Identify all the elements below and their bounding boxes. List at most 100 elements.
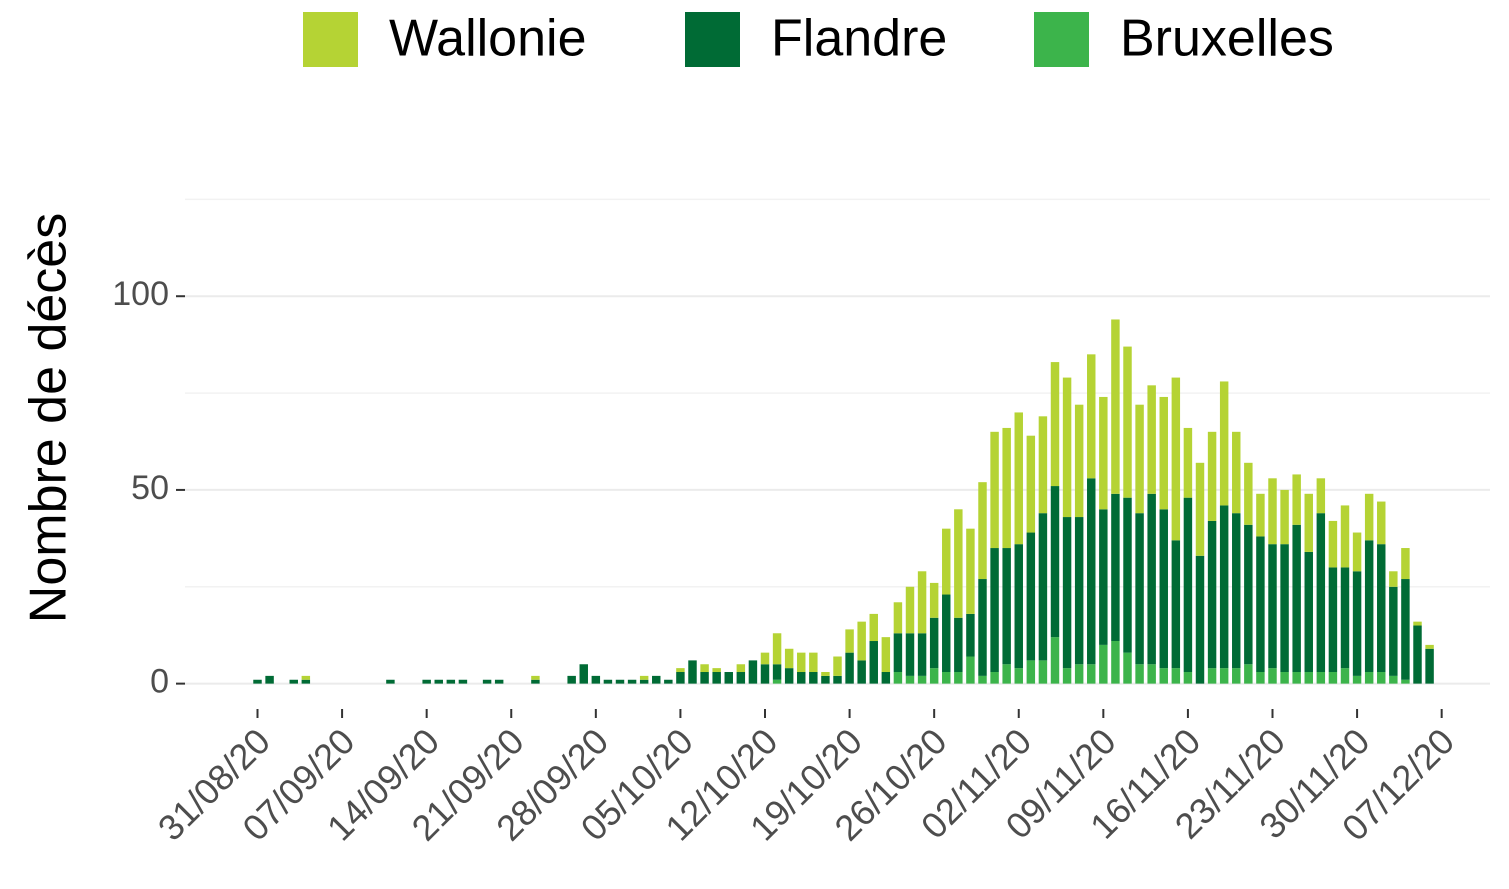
bar-segment [1268, 544, 1277, 669]
bar-segment [1183, 672, 1193, 684]
bar-segment [1050, 362, 1060, 487]
bar-segment [1256, 493, 1265, 537]
bar-segment [1014, 544, 1023, 669]
bar-segment [929, 582, 939, 618]
bar-segment [1123, 652, 1132, 684]
bar-segment [748, 660, 758, 684]
bar-segment [676, 672, 685, 684]
bar-segment [978, 579, 987, 676]
bar-segment [893, 602, 903, 634]
bar-segment [1099, 509, 1108, 645]
bar-segment [1207, 431, 1217, 521]
bar-segment [1111, 319, 1120, 494]
bar-segment [1038, 513, 1048, 661]
bar-segment [700, 664, 709, 673]
bar-segment [615, 679, 625, 684]
bar-segment [1352, 675, 1362, 684]
bar-segment [627, 679, 637, 684]
bar-segment [1244, 524, 1253, 665]
bar-segment [833, 675, 842, 684]
bar-segment [446, 679, 456, 684]
bar-segment [1050, 486, 1060, 638]
bar-segment [917, 675, 927, 684]
bar-segment [1401, 548, 1410, 580]
bar-segment [1062, 377, 1072, 518]
bar-segment [1135, 664, 1144, 684]
bar-segment [1340, 505, 1350, 568]
bar-segment [422, 679, 431, 684]
bar-segment [1219, 381, 1229, 506]
bar-segment [760, 664, 770, 684]
bar-segment [1413, 625, 1422, 684]
bar-segment [772, 679, 782, 684]
bar-segment [1135, 404, 1144, 514]
bar-segment [893, 672, 903, 684]
bar-segment [1389, 675, 1398, 684]
bar-segment [1171, 668, 1181, 684]
bar-segment [434, 679, 443, 684]
bar-segment [1111, 641, 1120, 684]
bar-segment [1026, 532, 1036, 661]
bar-segment [1147, 664, 1156, 684]
bar-segment [905, 586, 915, 634]
bar-segment [301, 675, 311, 680]
bar-segment [1099, 644, 1108, 684]
legend-swatch [303, 12, 358, 67]
bar-segment [1244, 462, 1253, 525]
bar-segment [1183, 427, 1193, 498]
bar-segment [845, 652, 854, 684]
bar-segment [1244, 664, 1253, 684]
bar-segment [1340, 668, 1350, 684]
bar-segment [784, 668, 794, 684]
bar-segment [265, 675, 274, 684]
bar-segment [1413, 621, 1422, 626]
bar-segment [1087, 478, 1096, 665]
bar-segment [1328, 567, 1338, 673]
bar-segment [1280, 489, 1289, 545]
bar-segment [881, 637, 891, 673]
bar-segment [1159, 668, 1168, 684]
bar-segment [917, 633, 927, 676]
bar-segment [760, 652, 770, 665]
bar-segment [1304, 493, 1313, 552]
bar-segment [833, 656, 842, 676]
bar-segment [1425, 644, 1434, 649]
bar-segment [1232, 668, 1241, 684]
bar-segment [1111, 493, 1120, 642]
bar-segment [929, 668, 939, 684]
bar-segment [712, 672, 721, 684]
bar-segment [917, 571, 927, 634]
bar-segment [942, 528, 951, 595]
bar-segment [966, 656, 975, 684]
bar-segment [990, 548, 999, 673]
bar-segment [1292, 524, 1301, 673]
bar-segment [845, 629, 854, 653]
bar-segment [1425, 648, 1434, 684]
bar-segment [1159, 509, 1168, 669]
bar-segment [942, 672, 951, 684]
y-axis-label: Nombre de décès [20, 213, 78, 623]
bar-segment [1232, 513, 1241, 669]
bar-segment [772, 664, 782, 680]
bar-segment [809, 652, 818, 673]
bar-segment [736, 672, 746, 684]
legend-swatch [685, 12, 740, 67]
bar-segment [990, 431, 999, 549]
bar-segment [966, 613, 975, 657]
bar-segment [1364, 540, 1374, 673]
bar-segment [1062, 517, 1072, 669]
legend-label: Bruxelles [1120, 10, 1334, 68]
bar-segment [809, 672, 818, 684]
bar-segment [1123, 346, 1132, 498]
bar-segment [821, 675, 830, 684]
legend-label: Wallonie [389, 10, 587, 68]
bar-segment [688, 660, 697, 684]
bar-segment [1207, 520, 1217, 669]
bar-segment [990, 672, 999, 684]
bar-segment [1352, 532, 1362, 572]
bar-segment [567, 675, 576, 684]
bar-segment [494, 679, 504, 684]
bar-segment [1171, 377, 1181, 541]
bar-segment [531, 679, 540, 684]
